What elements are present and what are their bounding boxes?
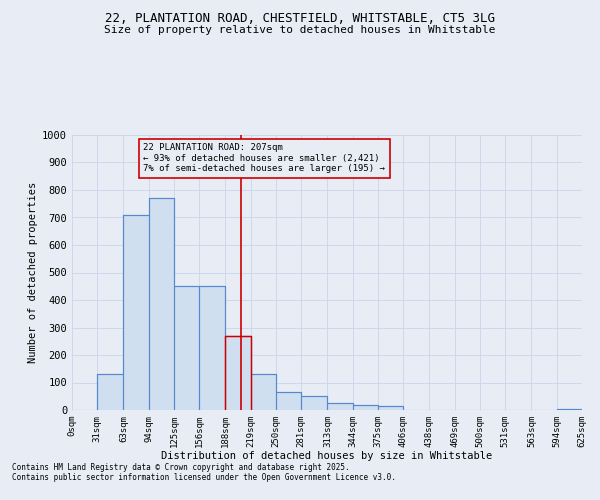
Text: Contains HM Land Registry data © Crown copyright and database right 2025.: Contains HM Land Registry data © Crown c… xyxy=(12,464,350,472)
Text: Contains public sector information licensed under the Open Government Licence v3: Contains public sector information licen… xyxy=(12,474,396,482)
X-axis label: Distribution of detached houses by size in Whitstable: Distribution of detached houses by size … xyxy=(161,452,493,462)
Text: 22, PLANTATION ROAD, CHESTFIELD, WHITSTABLE, CT5 3LG: 22, PLANTATION ROAD, CHESTFIELD, WHITSTA… xyxy=(105,12,495,26)
Text: 22 PLANTATION ROAD: 207sqm
← 93% of detached houses are smaller (2,421)
7% of se: 22 PLANTATION ROAD: 207sqm ← 93% of deta… xyxy=(143,143,385,173)
Y-axis label: Number of detached properties: Number of detached properties xyxy=(28,182,38,363)
Text: Size of property relative to detached houses in Whitstable: Size of property relative to detached ho… xyxy=(104,25,496,35)
